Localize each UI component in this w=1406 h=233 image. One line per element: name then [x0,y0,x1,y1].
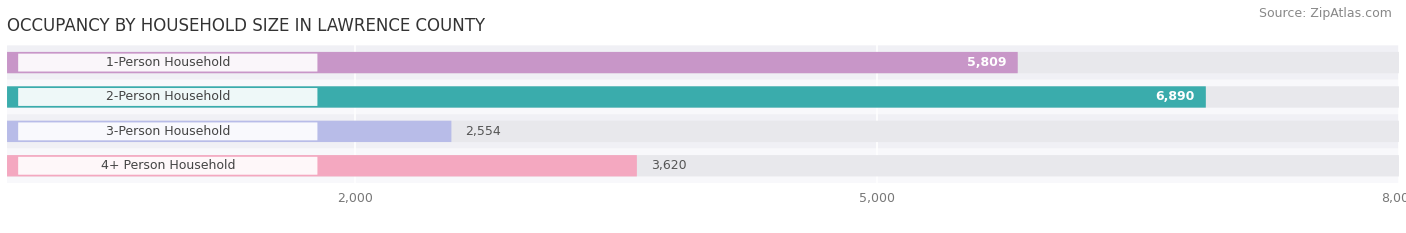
FancyBboxPatch shape [7,155,637,176]
FancyBboxPatch shape [7,86,1206,108]
FancyBboxPatch shape [18,54,318,72]
Text: 2-Person Household: 2-Person Household [107,90,231,103]
Text: 6,890: 6,890 [1156,90,1195,103]
FancyBboxPatch shape [7,121,451,142]
FancyBboxPatch shape [7,52,1399,73]
FancyBboxPatch shape [7,149,1399,183]
FancyBboxPatch shape [7,45,1399,80]
FancyBboxPatch shape [7,80,1399,114]
FancyBboxPatch shape [7,155,1399,176]
FancyBboxPatch shape [7,121,1399,142]
Text: 2,554: 2,554 [465,125,501,138]
FancyBboxPatch shape [7,52,1018,73]
Text: 1-Person Household: 1-Person Household [107,56,231,69]
FancyBboxPatch shape [18,157,318,175]
Text: OCCUPANCY BY HOUSEHOLD SIZE IN LAWRENCE COUNTY: OCCUPANCY BY HOUSEHOLD SIZE IN LAWRENCE … [7,17,485,35]
Text: 4+ Person Household: 4+ Person Household [101,159,236,172]
Text: 3-Person Household: 3-Person Household [107,125,231,138]
FancyBboxPatch shape [7,114,1399,149]
Text: 5,809: 5,809 [967,56,1007,69]
FancyBboxPatch shape [18,88,318,106]
Text: 3,620: 3,620 [651,159,686,172]
FancyBboxPatch shape [7,86,1399,108]
FancyBboxPatch shape [18,122,318,140]
Text: Source: ZipAtlas.com: Source: ZipAtlas.com [1258,7,1392,20]
